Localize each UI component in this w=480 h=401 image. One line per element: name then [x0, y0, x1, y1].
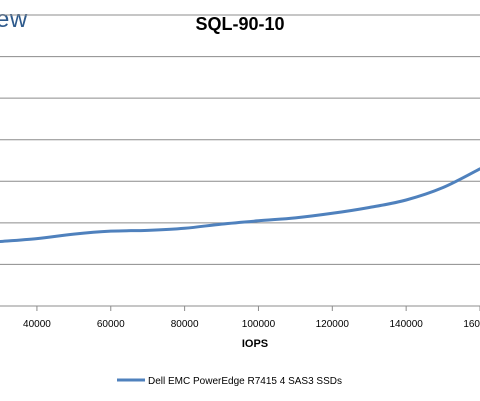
x-tick-label: 140000 [389, 319, 423, 330]
x-tick-label: 120000 [316, 319, 350, 330]
legend-label: Dell EMC PowerEdge R7415 4 SAS3 SSDs [148, 376, 342, 387]
series-line [0, 167, 480, 244]
x-tick-label: 160000 [463, 319, 480, 330]
x-axis-title: IOPS [242, 338, 268, 350]
x-tick-label: 100000 [242, 319, 276, 330]
chart-title: SQL-90-10 [195, 14, 285, 34]
x-tick-label: 80000 [171, 319, 199, 330]
x-tick-label: 60000 [97, 319, 125, 330]
brand-logo: ew [0, 6, 28, 33]
x-tick-label: 40000 [23, 319, 51, 330]
